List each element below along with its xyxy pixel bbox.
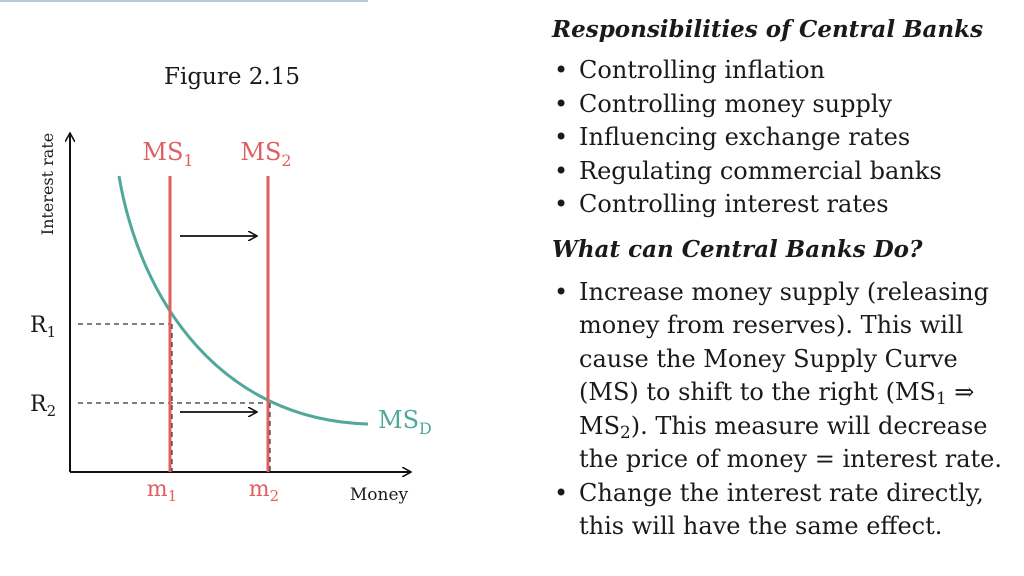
m1-label: m1 [147, 477, 177, 505]
responsibilities-heading: Responsibilities of Central Banks [552, 16, 984, 43]
y-axis-label: Interest rate [38, 133, 57, 235]
r2-label: R2 [30, 392, 56, 420]
figure-title: Figure 2.15 [164, 64, 300, 90]
list-item: Influencing exchange rates [552, 121, 1012, 155]
list-item: Regulating commercial banks [552, 155, 1012, 189]
money-demand-curve [117, 175, 369, 426]
r1-label: R1 [30, 313, 56, 341]
text-panel: Responsibilities of Central Banks Contro… [552, 14, 1012, 544]
action-text-part: Increase money supply (releasing money f… [579, 277, 989, 407]
actions-list: Increase money supply (releasing money f… [552, 276, 1012, 544]
subscript: 1 [935, 388, 947, 409]
action-arrow-text: ⇒ MS [579, 378, 975, 440]
actions-heading: What can Central Banks Do? [552, 235, 923, 263]
msd-label: MSD [378, 406, 432, 438]
x-axis-label: Money [350, 485, 409, 505]
subscript: 2 [620, 421, 631, 442]
money-market-figure: Figure 2.15 Interest rate Money MS1 MS2 … [30, 64, 432, 505]
top-divider [0, 0, 368, 2]
list-item: Controlling money supply [552, 88, 1012, 122]
m2-label: m2 [249, 477, 279, 505]
responsibilities-list: Controlling inflation Controlling money … [552, 54, 1012, 222]
ms2-label: MS2 [240, 138, 291, 170]
action-text-part: ). This measure will decrease the price … [579, 411, 1002, 474]
list-item: Increase money supply (releasing money f… [552, 276, 1012, 477]
ms1-label: MS1 [142, 138, 193, 170]
list-item: Controlling inflation [552, 54, 1012, 88]
list-item: Controlling interest rates [552, 188, 1012, 222]
list-item: Change the interest rate directly, this … [552, 477, 1012, 544]
